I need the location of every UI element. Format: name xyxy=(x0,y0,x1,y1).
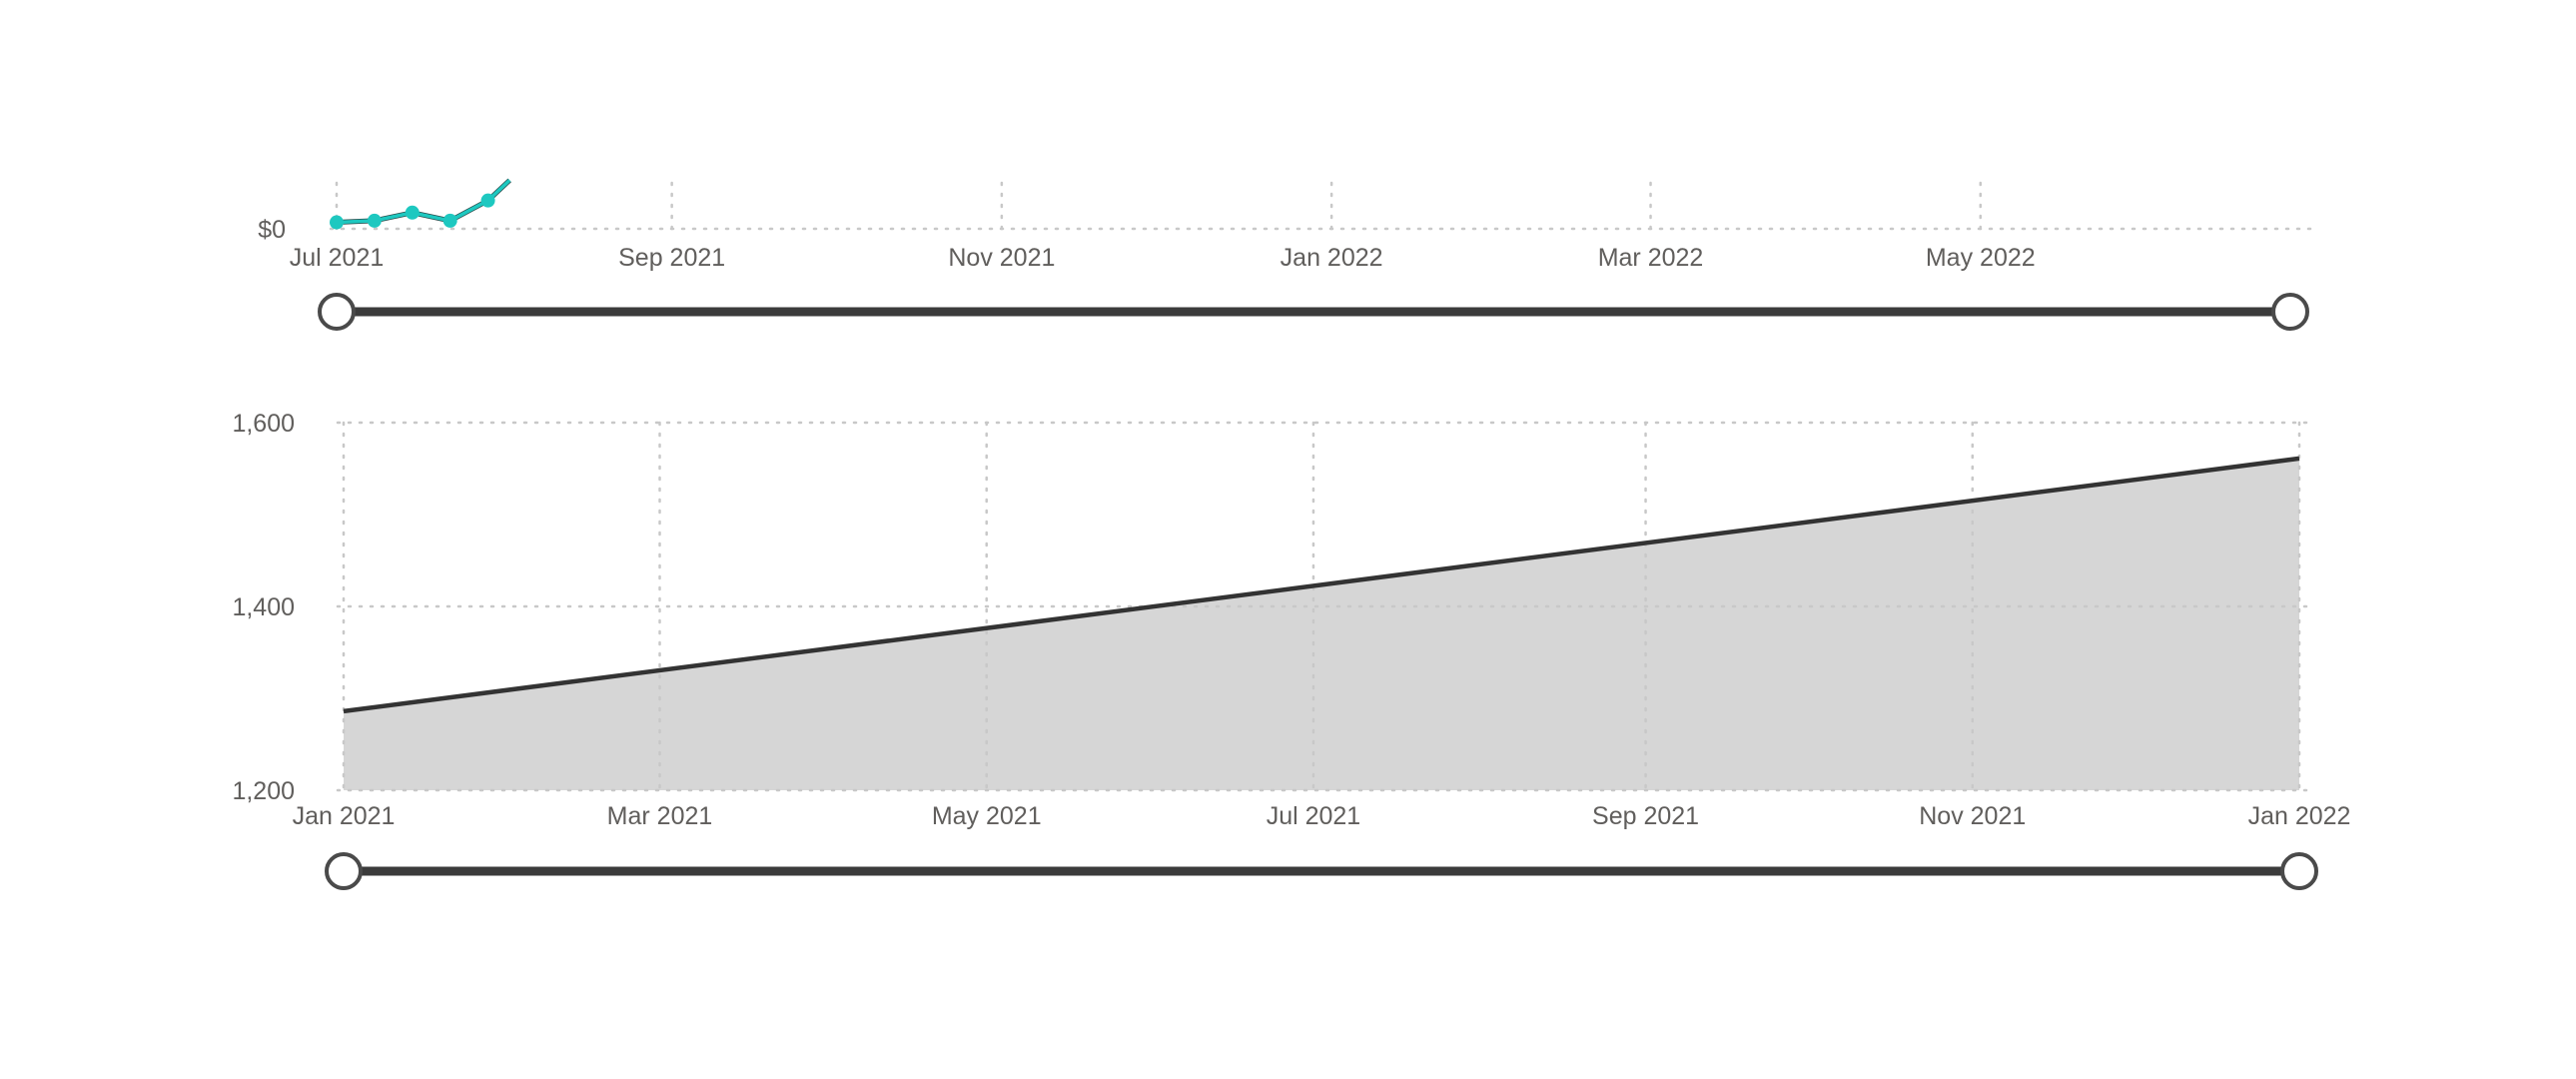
bottom-chart-series-line xyxy=(343,456,2300,714)
bottom-chart-gridlines xyxy=(336,421,2315,792)
bottom-chart-y-axis: 1,200 1,400 1,600 xyxy=(232,410,295,805)
top-chart-series xyxy=(330,178,511,230)
bottom-slider-end-handle[interactable] xyxy=(2280,852,2318,890)
top-chart-data-point[interactable] xyxy=(480,193,495,208)
top-slider-start-handle[interactable] xyxy=(318,293,356,331)
top-chart-data-point[interactable] xyxy=(330,215,344,230)
top-chart-x-tick-label: Sep 2021 xyxy=(618,244,725,272)
bottom-chart-series xyxy=(343,456,2300,714)
top-chart-x-tick-label: May 2022 xyxy=(1926,244,2036,272)
top-chart-data-point[interactable] xyxy=(442,213,457,228)
bottom-chart-x-tick-label: Nov 2021 xyxy=(1919,802,2026,830)
bottom-chart-x-tick-label: Sep 2021 xyxy=(1592,802,1699,830)
top-chart-x-tick-label: Nov 2021 xyxy=(948,244,1055,272)
top-chart-x-tick-label: Mar 2022 xyxy=(1598,244,1704,272)
top-chart-x-axis: Jul 2021 Sep 2021 Nov 2021 Jan 2022 Mar 2022… xyxy=(290,244,2036,272)
top-chart-x-tick-label: Jul 2021 xyxy=(290,244,385,272)
top-line-chart: $0 Jul 2021 Sep 2021 Nov 2021 Jan 2022 Mar 2… xyxy=(258,178,2312,272)
bottom-date-range-slider[interactable] xyxy=(325,852,2318,890)
top-date-range-slider[interactable] xyxy=(318,293,2309,331)
bottom-chart-y-tick-label: 1,400 xyxy=(232,593,295,621)
top-chart-gridlines xyxy=(329,181,2312,231)
top-chart-y-axis: $0 xyxy=(258,216,286,244)
bottom-chart-area xyxy=(344,458,2299,790)
bottom-chart-x-axis: Jan 2021 Mar 2021 May 2021 Jul 2021 Sep 2021… xyxy=(293,802,2351,830)
bottom-chart-x-tick-label: Mar 2021 xyxy=(607,802,713,830)
bottom-slider-start-handle[interactable] xyxy=(325,852,363,890)
bottom-area-chart: 1,200 1,400 1,600 Jan 2021 Mar 2021 May 2021… xyxy=(232,410,2350,830)
bottom-chart-y-tick-label: 1,200 xyxy=(232,777,295,805)
top-slider-end-handle[interactable] xyxy=(2271,293,2309,331)
bottom-chart-y-tick-label: 1,600 xyxy=(232,410,295,438)
bottom-chart-x-tick-label: May 2021 xyxy=(932,802,1042,830)
top-chart-data-point[interactable] xyxy=(405,205,420,220)
bottom-chart-x-tick-label: Jan 2021 xyxy=(293,802,396,830)
bottom-chart-area-fill xyxy=(344,458,2299,790)
top-chart-data-point[interactable] xyxy=(367,213,382,228)
top-chart-y-tick-label: $0 xyxy=(258,216,286,244)
bottom-chart-x-tick-label: Jul 2021 xyxy=(1267,802,1361,830)
top-chart-x-tick-label: Jan 2022 xyxy=(1281,244,1383,272)
bottom-chart-x-tick-label: Jan 2022 xyxy=(2248,802,2351,830)
